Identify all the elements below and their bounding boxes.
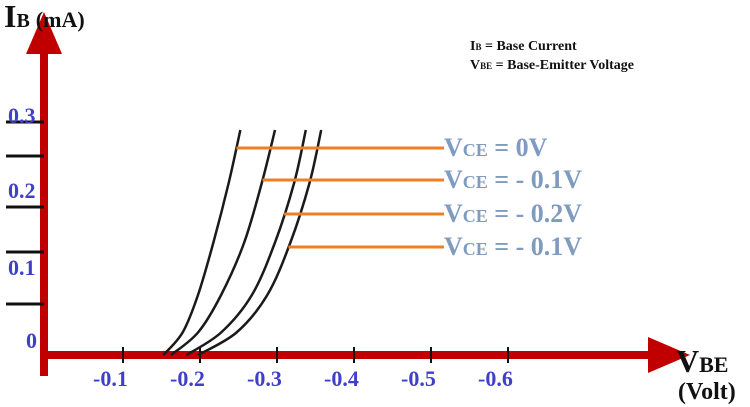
curve-label-subscript: CE	[463, 140, 488, 160]
characteristic-curve	[162, 129, 242, 356]
y-axis-unit: (mA)	[36, 7, 85, 32]
legend-bev-text: = Base-Emitter Voltage	[492, 58, 634, 73]
curve-label: VCE = - 0.1V	[444, 165, 582, 194]
y-axis-symbol: I	[4, 0, 16, 34]
curve-label-value: = - 0.1V	[488, 232, 582, 261]
x-tick-label: -0.5	[401, 366, 436, 391]
x-axis-unit: (Volt)	[678, 379, 736, 405]
y-tick-label: 0.2	[8, 178, 36, 203]
curve-label-symbol: V	[444, 199, 463, 228]
curve-label-symbol: V	[444, 232, 463, 261]
legend-base-emitter-voltage: VBE = Base-Emitter Voltage	[470, 58, 634, 73]
curve-label-value: = 0V	[488, 133, 548, 162]
characteristic-curve	[197, 129, 323, 357]
x-axis-arrowhead	[648, 337, 690, 373]
curve-label-symbol: V	[444, 133, 463, 162]
y-axis-arrowhead	[26, 12, 62, 54]
legend-bev-symbol: V	[470, 58, 480, 73]
legend-bev-subscript: BE	[480, 61, 492, 71]
x-tick-label: -0.4	[324, 366, 359, 391]
x-tick-label: -0.2	[170, 366, 205, 391]
y-tick-label: 0	[26, 328, 37, 353]
curve-label: VCE = 0V	[444, 133, 548, 162]
x-axis-subscript: BE	[699, 352, 728, 377]
x-tick-label: -0.6	[478, 366, 513, 391]
legend-base-current-symbol: I	[470, 39, 475, 54]
x-tick-label: -0.1	[93, 366, 128, 391]
curve-label: VCE = - 0.2V	[444, 199, 582, 228]
y-tick-label: 0.1	[8, 255, 36, 280]
y-tick-label: 0.3	[8, 103, 36, 128]
curve-label-subscript: CE	[463, 172, 488, 192]
curve-label: VCE = - 0.1V	[444, 232, 582, 261]
curve-label-symbol: V	[444, 165, 463, 194]
legend-base-current: IB = Base Current	[470, 39, 577, 54]
y-axis-subscript: B	[16, 10, 29, 32]
legend-base-current-subscript: B	[475, 42, 481, 52]
curve-label-subscript: CE	[463, 206, 488, 226]
x-axis-symbol: V	[676, 343, 699, 379]
curve-label-subscript: CE	[463, 239, 488, 259]
x-tick-label: -0.3	[247, 366, 282, 391]
characteristic-curve	[185, 129, 308, 357]
y-axis-title: IB (mA)	[4, 0, 85, 34]
curve-label-value: = - 0.1V	[488, 165, 582, 194]
characteristic-curve	[170, 129, 277, 356]
legend-base-current-text: = Base Current	[481, 39, 577, 54]
curve-label-value: = - 0.2V	[488, 199, 582, 228]
x-axis-title: VBE	[676, 343, 728, 379]
